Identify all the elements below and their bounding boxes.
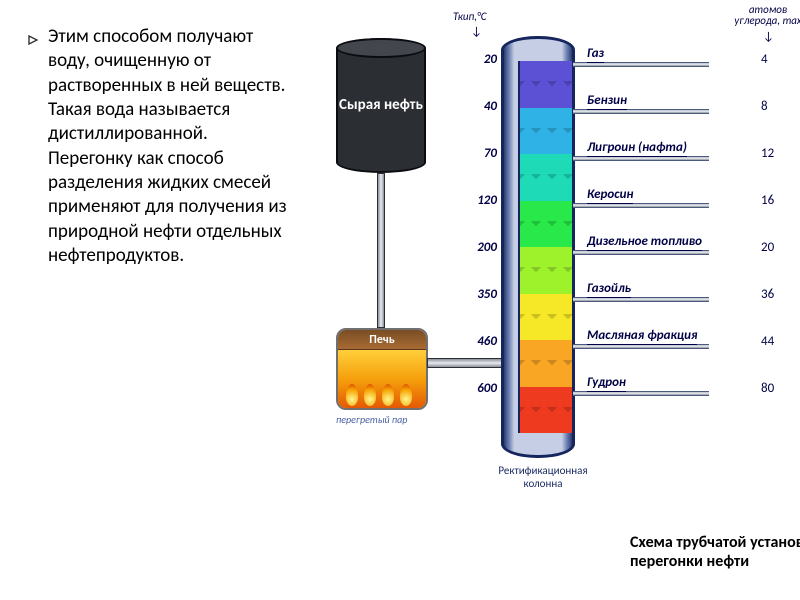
temperature-value: 40 [461,99,497,114]
slide-root: Этим способом получают воду, очищенную о… [0,0,800,600]
carbon-value: 36 [761,287,783,302]
distillation-column [501,36,575,458]
carbon-value: 44 [761,334,783,349]
pipe-tank-to-furnace [377,173,385,328]
temperature-value: 460 [461,334,497,349]
fraction-label: Масляная фракция [587,328,697,345]
steam-label: перегретый пар [336,413,407,426]
arrow-down-icon: ↓ [763,30,774,44]
column-fraction-stripe [520,201,572,248]
pipe-furnace-to-column [427,358,503,368]
carbon-value: 80 [761,381,783,396]
diagram-caption: Схема трубчатой установки для непрерывно… [630,533,800,571]
carbon-value: 12 [761,146,783,161]
column-fraction-stripe [520,247,572,294]
description-panel: Этим способом получают воду, очищенную о… [0,0,295,600]
bullet-marker [28,28,38,268]
carbon-value: 4 [761,52,783,67]
column-interior [518,61,572,433]
fraction-label: Дизельное топливо [587,234,702,251]
column-fraction-stripe [520,387,572,434]
diagram-area: Ткип,°С ↓ атомов углерода, max ↓ Сырая н… [301,8,794,528]
fraction-label: Газ [587,46,604,63]
temperature-value: 200 [461,240,497,255]
carbon-value: 8 [761,99,783,114]
column-fraction-stripe [520,294,572,341]
axis-label-temp: Ткип,°С [453,10,486,23]
bullet-item: Этим способом получают воду, очищенную о… [28,25,287,268]
fraction-label: Бензин [587,93,627,110]
tank-label: Сырая нефть [339,97,423,114]
axis-label-carbon: атомов углерода, max [733,4,800,26]
temperature-value: 70 [461,146,497,161]
column-fraction-stripe [520,108,572,155]
furnace: Печь [336,328,428,410]
temperature-value: 20 [461,52,497,67]
carbon-value: 20 [761,240,783,255]
furnace-body [338,350,426,410]
diagram-panel: Ткип,°С ↓ атомов углерода, max ↓ Сырая н… [295,0,800,600]
description-text: Этим способом получают воду, очищенную о… [48,25,287,268]
temperature-value: 120 [461,193,497,208]
fraction-label: Керосин [587,187,633,204]
fraction-label: Гудрон [587,375,626,392]
column-label: Ректификационная колонна [483,464,603,490]
carbon-value: 16 [761,193,783,208]
column-fraction-stripe [520,340,572,387]
column-fraction-stripe [520,61,572,108]
furnace-label: Печь [338,330,426,350]
crude-oil-tank: Сырая нефть [336,38,426,173]
column-fraction-stripe [520,154,572,201]
arrow-down-icon: ↓ [471,25,482,39]
temperature-value: 600 [461,381,497,396]
temperature-value: 350 [461,287,497,302]
fraction-label: Лигроин (нафта) [587,140,687,157]
fraction-label: Газойль [587,281,631,298]
